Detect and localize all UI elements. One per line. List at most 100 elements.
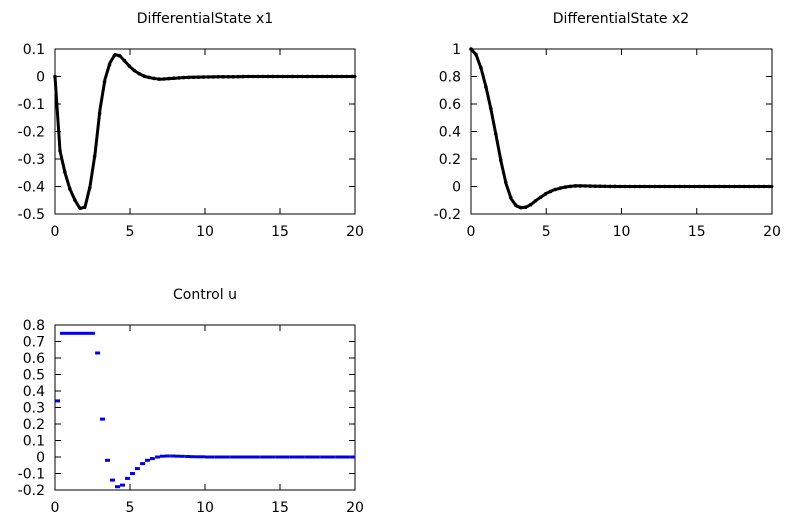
series-point-x2	[767, 184, 771, 189]
series-point-x2	[538, 195, 543, 200]
series-point-x1	[330, 74, 335, 79]
plot-frame-x1	[54, 48, 356, 215]
series-point-x1	[256, 74, 260, 79]
series-control-u	[55, 331, 356, 489]
y-tick-label-x1: -0.1	[18, 97, 45, 113]
series-point-x1	[107, 62, 112, 67]
series-point-x2	[638, 184, 642, 189]
series-point-x2	[657, 184, 662, 189]
series-point-x2	[757, 184, 761, 189]
series-point-x2	[677, 184, 682, 189]
series-point-x2	[732, 184, 736, 189]
series-point-x2	[752, 184, 756, 189]
series-point-x1	[231, 75, 235, 79]
series-point-x1	[102, 80, 107, 84]
series-point-x2	[508, 195, 513, 200]
series-point-x1	[206, 75, 211, 79]
series-point-x1	[152, 76, 156, 81]
series-point-x2	[643, 184, 647, 189]
series-point-x2	[707, 184, 712, 189]
x-tick-label-control-u: 15	[271, 500, 289, 516]
series-point-x2	[479, 66, 483, 70]
plot-frame-x2	[470, 48, 773, 215]
series-point-x1	[58, 149, 62, 153]
series-point-x2	[563, 185, 568, 189]
axis-ticks-x2: 0 5 10 15 20 1 0.8 0.6 0.4 0.2 0 -0.2	[434, 42, 781, 240]
series-point-x1	[261, 74, 265, 79]
series-point-x1	[325, 74, 330, 79]
series-point-x1	[191, 75, 196, 80]
series-point-x2	[623, 184, 627, 189]
series-point-x2	[603, 184, 607, 189]
series-point-x1	[87, 186, 92, 190]
y-tick-label-control-u: 0.2	[23, 417, 45, 433]
series-point-x2	[702, 184, 707, 189]
series-point-x1	[221, 75, 226, 79]
y-tick-label-x1: -0.4	[18, 180, 45, 196]
series-point-x2	[578, 184, 583, 188]
series-point-x1	[177, 76, 181, 80]
series-point-x2	[494, 132, 498, 136]
series-point-x1	[290, 74, 295, 79]
x-tick-label-x2: 5	[542, 224, 551, 240]
series-point-x2	[727, 184, 732, 189]
series-point-x1	[112, 53, 117, 58]
series-line-x2	[469, 47, 774, 210]
series-point-x1	[147, 75, 151, 80]
series-point-x2	[474, 52, 478, 57]
series-point-x2	[737, 184, 741, 189]
series-point-x1	[226, 75, 231, 79]
series-point-x2	[588, 184, 592, 188]
series-point-x1	[167, 76, 171, 81]
chart-title-x2: DifferentialState x2	[553, 11, 689, 27]
series-point-x2	[523, 205, 528, 209]
series-point-x1	[276, 74, 280, 79]
series-point-x1	[310, 74, 315, 79]
series-point-x1	[92, 154, 97, 159]
x-tick-label-x2: 15	[688, 224, 706, 240]
series-point-x2	[653, 184, 657, 189]
series-point-x2	[672, 184, 677, 189]
series-point-x2	[598, 184, 602, 188]
series-point-x2	[499, 158, 503, 162]
chart-x1: DifferentialState x1 0 5 10 15 20 0.1 0 -0.1 -0.…	[18, 11, 364, 240]
series-point-x1	[320, 74, 325, 79]
x-tick-label-control-u: 0	[51, 500, 60, 516]
series-point-x2	[583, 184, 587, 188]
series-point-x2	[648, 184, 652, 189]
y-tick-label-x2: 0.6	[439, 97, 461, 113]
series-point-x1	[162, 77, 166, 81]
y-tick-label-control-u: 0.5	[23, 368, 45, 384]
y-tick-label-control-u: 0.4	[23, 384, 45, 400]
series-point-x2	[667, 184, 672, 189]
x-tick-label-x2: 20	[763, 224, 781, 240]
series-point-x1	[196, 75, 201, 79]
series-point-x2	[513, 203, 518, 207]
series-point-x1	[335, 74, 339, 79]
series-point-x1	[305, 74, 310, 79]
series-point-x2	[608, 184, 612, 189]
x-tick-label-control-u: 5	[126, 500, 135, 516]
x-tick-label-x2: 0	[467, 224, 476, 240]
series-point-x1	[172, 76, 176, 80]
y-tick-label-x2: -0.2	[434, 207, 461, 223]
series-point-x2	[618, 184, 622, 189]
series-point-x1	[236, 74, 240, 79]
series-point-x2	[692, 184, 697, 189]
series-point-x2	[489, 107, 493, 111]
series-point-x2	[543, 192, 548, 196]
y-tick-label-x2: 0.8	[439, 70, 461, 86]
series-point-x1	[122, 58, 127, 63]
series-point-x2	[682, 184, 687, 189]
series-point-x2	[518, 205, 523, 210]
series-point-x2	[568, 184, 573, 189]
x-tick-label-x1: 0	[51, 224, 60, 240]
series-point-x2	[712, 184, 717, 189]
series-point-x1	[132, 68, 136, 73]
series-point-x1	[137, 71, 141, 76]
x-tick-label-x1: 20	[346, 224, 364, 240]
series-point-x1	[280, 74, 285, 79]
series-point-x1	[181, 75, 186, 80]
series-point-x1	[117, 53, 122, 58]
